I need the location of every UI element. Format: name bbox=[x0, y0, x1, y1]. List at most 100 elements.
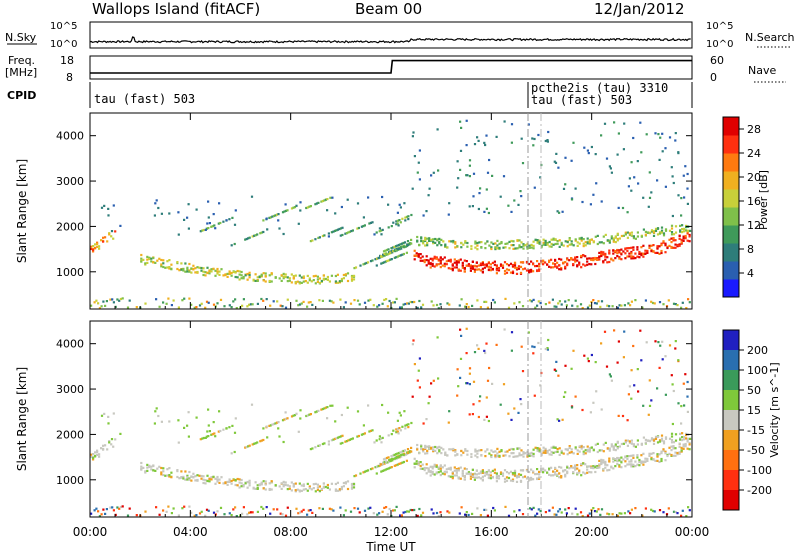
power-cell bbox=[426, 241, 429, 244]
velocity-cell bbox=[295, 507, 298, 510]
velocity-cell bbox=[513, 510, 516, 513]
velocity-cell bbox=[560, 476, 563, 479]
velocity-cell bbox=[536, 448, 539, 451]
power-cell bbox=[146, 258, 149, 261]
velocity-cell bbox=[460, 334, 463, 337]
power-cell bbox=[231, 216, 234, 219]
power-cell bbox=[453, 266, 456, 269]
velocity-cell bbox=[630, 465, 633, 468]
velocity-cell bbox=[509, 479, 513, 482]
velocity-cell bbox=[560, 511, 563, 514]
power-cell bbox=[430, 300, 433, 303]
power-cell bbox=[659, 136, 662, 139]
power-cell bbox=[542, 243, 545, 246]
velocity-cell bbox=[382, 463, 385, 466]
power-cell bbox=[183, 297, 186, 300]
velocity-cell bbox=[232, 478, 235, 482]
velocity-cell bbox=[199, 438, 202, 441]
velocity-cell bbox=[586, 465, 589, 468]
velocity-cell bbox=[512, 455, 515, 458]
velocity-cell bbox=[416, 379, 419, 382]
power-cell bbox=[650, 191, 653, 194]
power-cell bbox=[495, 135, 498, 138]
nsky-tick-bottom: 10^0 bbox=[50, 39, 77, 50]
colorbar-segment bbox=[723, 390, 739, 411]
colorbar-tick-label: 4 bbox=[747, 267, 754, 280]
power-cell bbox=[471, 265, 474, 268]
power-cell bbox=[260, 297, 263, 301]
power-cell bbox=[177, 233, 180, 236]
power-cell bbox=[302, 300, 305, 303]
velocity-cell bbox=[622, 356, 625, 359]
velocity-cell bbox=[188, 478, 191, 481]
velocity-cell bbox=[219, 506, 223, 509]
velocity-cell bbox=[305, 414, 308, 418]
power-cell bbox=[392, 301, 395, 304]
velocity-cell bbox=[429, 465, 432, 468]
velocity-cell bbox=[282, 485, 285, 488]
power-cell bbox=[460, 246, 463, 249]
power-cell bbox=[402, 245, 405, 248]
power-cell bbox=[516, 239, 519, 242]
power-cell bbox=[299, 209, 302, 212]
power-cell bbox=[302, 275, 305, 278]
velocity-cell bbox=[671, 422, 674, 426]
power-cell bbox=[334, 274, 337, 278]
velocity-cell bbox=[475, 473, 478, 476]
velocity-cell bbox=[432, 446, 435, 449]
power-cell bbox=[554, 258, 557, 261]
power-cell bbox=[412, 131, 415, 134]
power-cell bbox=[405, 251, 408, 254]
power-cell bbox=[480, 241, 483, 244]
velocity-cell bbox=[382, 458, 386, 461]
power-cell bbox=[674, 239, 677, 242]
velocity-cell bbox=[586, 471, 589, 474]
velocity-cell bbox=[297, 430, 300, 433]
velocity-cell bbox=[466, 382, 469, 385]
velocity-cell bbox=[218, 410, 221, 413]
velocity-cell bbox=[259, 440, 262, 443]
velocity-cell bbox=[318, 489, 321, 493]
velocity-cell bbox=[572, 452, 575, 455]
colorbar-frame bbox=[722, 116, 740, 298]
power-cell bbox=[262, 272, 265, 275]
power-cell bbox=[567, 299, 570, 302]
velocity-cell bbox=[666, 454, 669, 458]
power-cell bbox=[345, 232, 348, 235]
velocity-cell bbox=[484, 351, 487, 355]
power-cell bbox=[238, 278, 241, 281]
velocity-cell bbox=[90, 455, 93, 459]
power-cell bbox=[564, 261, 567, 264]
power-cell bbox=[670, 233, 674, 236]
velocity-cell bbox=[614, 443, 617, 446]
power-cell bbox=[530, 270, 533, 273]
power-cell bbox=[551, 298, 554, 301]
velocity-cell bbox=[160, 473, 163, 476]
velocity-cell bbox=[362, 471, 365, 474]
power-cell bbox=[110, 230, 114, 233]
velocity-cell bbox=[308, 485, 311, 488]
velocity-cell bbox=[445, 471, 448, 474]
power-cell bbox=[468, 164, 471, 167]
velocity-cell bbox=[566, 449, 569, 452]
velocity-cell bbox=[627, 510, 630, 513]
velocity-cell bbox=[460, 506, 463, 509]
power-cell bbox=[662, 232, 666, 235]
power-cell bbox=[104, 304, 107, 307]
power-cell bbox=[381, 228, 384, 231]
velocity-cell bbox=[593, 510, 597, 513]
power-cell bbox=[262, 299, 265, 302]
velocity-cell bbox=[268, 487, 271, 491]
velocity-cell bbox=[326, 486, 329, 489]
velocity-cell bbox=[505, 476, 509, 479]
velocity-cell bbox=[624, 460, 627, 463]
velocity-cell bbox=[532, 455, 535, 458]
velocity-cell bbox=[539, 510, 542, 513]
velocity-cell bbox=[674, 439, 678, 442]
velocity-cell bbox=[496, 447, 499, 450]
colorbar-segment bbox=[723, 370, 739, 391]
velocity-cell bbox=[236, 477, 239, 481]
power-cell bbox=[488, 244, 491, 247]
power-cell bbox=[640, 252, 643, 255]
power-cell bbox=[321, 234, 324, 238]
